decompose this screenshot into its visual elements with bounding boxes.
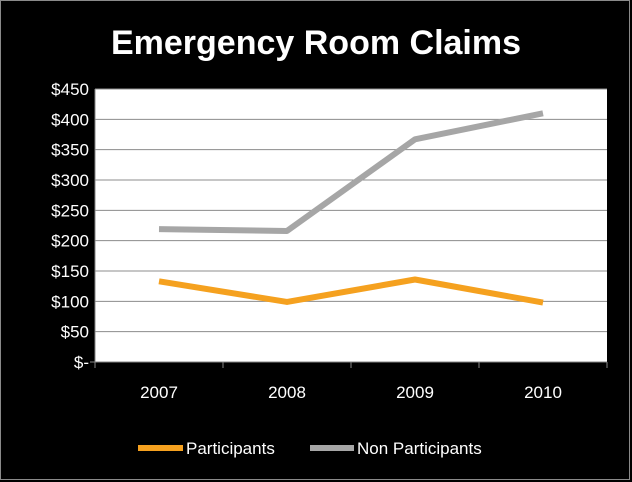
- y-tick-label: $150: [51, 262, 89, 281]
- plot-area: $- $50 $100 $150 $200 $250 $300 $350 $400 $450 200…: [51, 80, 608, 402]
- plot-background: [95, 89, 607, 362]
- legend-label: Non Participants: [357, 439, 482, 458]
- x-tick-label: 2010: [524, 383, 562, 402]
- x-tick-label: 2008: [268, 383, 306, 402]
- y-tick-label: $250: [51, 201, 89, 220]
- x-tick-label: 2007: [140, 383, 178, 402]
- y-tick-label: $450: [51, 80, 89, 99]
- y-tick-label: $300: [51, 171, 89, 190]
- y-tick-label: $400: [51, 110, 89, 129]
- legend: Participants Non Participants: [138, 439, 482, 458]
- y-tick-label: $50: [61, 323, 89, 342]
- series-line-participants: [158, 276, 544, 306]
- legend-label: Participants: [186, 439, 275, 458]
- y-tick-label: $200: [51, 232, 89, 251]
- y-tick-label: $-: [74, 353, 89, 372]
- y-tick-label: $100: [51, 292, 89, 311]
- series-line-non-participants: [158, 110, 544, 234]
- chart-title: Emergency Room Claims: [111, 24, 521, 62]
- y-tick-label: $350: [51, 141, 89, 160]
- x-tick-label: 2009: [396, 383, 434, 402]
